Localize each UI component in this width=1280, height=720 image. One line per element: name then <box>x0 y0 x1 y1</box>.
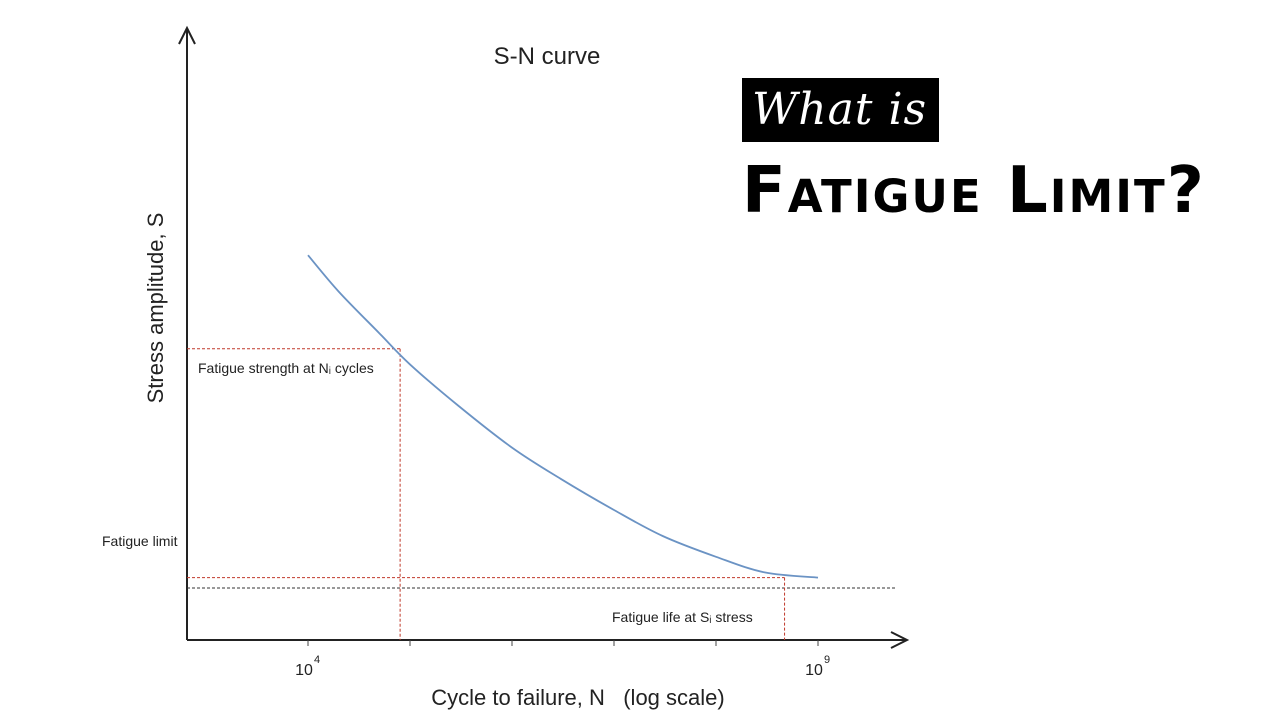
axes <box>178 25 910 649</box>
headline-kicker: What is <box>742 78 940 142</box>
fatigue-limit-label: Fatigue limit <box>102 533 178 549</box>
x-tick-label: 10 <box>805 662 823 679</box>
sn-curve <box>307 254 819 579</box>
headline: What is Fatigue Limit? <box>742 78 1206 226</box>
y-axis-label: Stress amplitude, S <box>143 213 168 404</box>
chart-title: S-N curve <box>494 43 601 70</box>
fatigue-strength-annotation: Fatigue strength at Nᵢ cycles <box>198 360 374 376</box>
headline-title: Fatigue Limit? <box>742 154 1206 228</box>
y-axis-arrow <box>178 25 196 45</box>
x-axis-arrow <box>890 631 910 649</box>
x-axis-label: Cycle to failure, N (log scale) <box>431 685 724 710</box>
x-tick-label: 10 <box>295 662 313 679</box>
x-tick-exponent: 4 <box>314 654 320 666</box>
series-layer <box>307 254 819 579</box>
fatigue-life-annotation: Fatigue life at Sᵢ stress <box>612 609 753 625</box>
guide-lines <box>187 348 895 640</box>
x-tick-exponent: 9 <box>824 654 830 666</box>
